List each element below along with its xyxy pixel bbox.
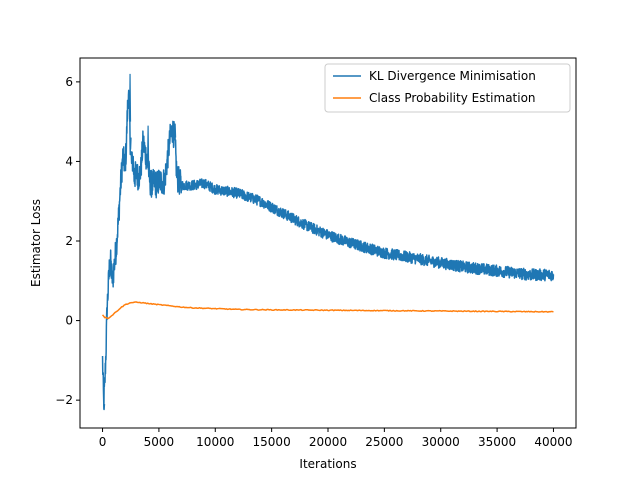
- x-tick-label: 0: [99, 435, 107, 449]
- x-tick-label: 20000: [309, 435, 347, 449]
- x-tick-label: 10000: [196, 435, 234, 449]
- x-tick-label: 5000: [144, 435, 175, 449]
- legend-box: [324, 63, 571, 113]
- y-axis-title: Estimator Loss: [29, 199, 43, 287]
- y-tick-label: −2: [55, 393, 73, 407]
- series-layer: [101, 73, 555, 411]
- y-tick-label: 0: [65, 314, 73, 328]
- series-line-0: [101, 89, 555, 411]
- x-tick-label: 35000: [478, 435, 516, 449]
- y-axis: −2 0 2 4 6: [55, 75, 80, 407]
- x-tick-label: 30000: [422, 435, 460, 449]
- y-tick-label: 6: [65, 75, 73, 89]
- x-tick-label: 15000: [253, 435, 291, 449]
- x-axis: 0 5000 10000 15000 20000 25000 30000 35000 40000: [99, 428, 573, 449]
- x-axis-title: Iterations: [299, 457, 356, 471]
- legend-label: KL Divergence Minimisation: [369, 69, 536, 83]
- y-tick-label: 4: [65, 154, 73, 168]
- x-tick-label: 40000: [534, 435, 572, 449]
- legend-label: Class Probability Estimation: [369, 91, 536, 105]
- legend: KL Divergence Minimisation Class Probabil…: [324, 63, 571, 113]
- y-tick-label: 2: [65, 234, 73, 248]
- x-tick-label: 25000: [365, 435, 403, 449]
- series-line-1: [101, 301, 554, 320]
